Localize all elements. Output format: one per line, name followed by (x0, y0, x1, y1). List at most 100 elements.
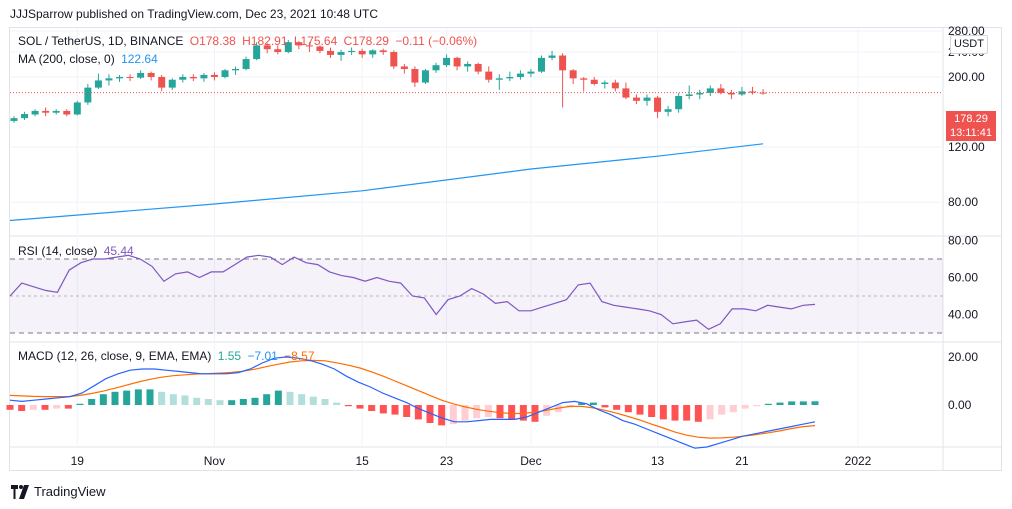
macd-histogram-bar[interactable] (659, 405, 667, 420)
macd-histogram-bar[interactable] (368, 405, 376, 411)
candle-body[interactable] (464, 63, 472, 67)
macd-histogram-bar[interactable] (811, 401, 819, 405)
ma-label[interactable]: MA (200, close, 0) (18, 52, 115, 66)
macd-histogram-bar[interactable] (449, 405, 457, 425)
candle-body[interactable] (94, 80, 102, 88)
candle-body[interactable] (485, 71, 493, 80)
macd-histogram-bar[interactable] (473, 405, 481, 419)
candle-body[interactable] (548, 55, 556, 58)
candle-body[interactable] (168, 79, 176, 88)
macd-histogram-bar[interactable] (706, 405, 714, 420)
macd-histogram-bar[interactable] (683, 405, 691, 421)
candle-body[interactable] (305, 45, 313, 47)
macd-histogram-bar[interactable] (263, 394, 271, 405)
macd-histogram-bar[interactable] (158, 391, 166, 405)
macd-histogram-bar[interactable] (29, 405, 37, 410)
macd-histogram-bar[interactable] (356, 405, 364, 409)
candle-body[interactable] (738, 91, 746, 95)
candle-body[interactable] (63, 110, 71, 115)
ma200-line[interactable] (9, 143, 764, 222)
macd-histogram-bar[interactable] (251, 397, 259, 405)
candle-body[interactable] (158, 76, 166, 88)
candle-body[interactable] (727, 92, 735, 95)
candle-body[interactable] (42, 110, 50, 113)
macd-histogram-bar[interactable] (694, 405, 702, 422)
macd-histogram-bar[interactable] (624, 405, 632, 413)
candle-body[interactable] (31, 110, 39, 115)
candle-body[interactable] (10, 118, 18, 121)
candle-body[interactable] (84, 87, 92, 103)
macd-histogram-bar[interactable] (741, 405, 749, 409)
candle-body[interactable] (21, 114, 29, 119)
candle-body[interactable] (559, 55, 567, 71)
macd-histogram-bar[interactable] (671, 405, 679, 421)
macd-histogram-bar[interactable] (613, 405, 621, 410)
candle-body[interactable] (601, 82, 609, 84)
macd-histogram-bar[interactable] (764, 403, 772, 405)
macd-histogram-bar[interactable] (776, 402, 784, 405)
candle-body[interactable] (379, 50, 387, 53)
candle-body[interactable] (685, 94, 693, 97)
currency-button[interactable]: USDT (950, 35, 988, 54)
candle-body[interactable] (717, 88, 725, 93)
macd-histogram-bar[interactable] (123, 390, 131, 405)
macd-histogram-bar[interactable] (99, 394, 107, 405)
candle-body[interactable] (569, 70, 577, 79)
candle-body[interactable] (147, 72, 155, 77)
macd-histogram-bar[interactable] (403, 405, 411, 417)
candle-body[interactable] (316, 46, 324, 51)
macd-histogram-bar[interactable] (204, 399, 212, 405)
candle-body[interactable] (232, 69, 240, 71)
macd-histogram-bar[interactable] (88, 399, 96, 405)
macd-histogram-bar[interactable] (508, 405, 516, 420)
macd-histogram-bar[interactable] (636, 405, 644, 415)
candle-body[interactable] (73, 102, 81, 115)
candle-body[interactable] (105, 78, 113, 81)
candle-body[interactable] (696, 92, 704, 95)
macd-histogram-bar[interactable] (298, 394, 306, 405)
footer-brand[interactable]: TradingView (10, 484, 106, 499)
macd-histogram-bar[interactable] (169, 394, 177, 405)
candle-body[interactable] (527, 71, 535, 74)
macd-histogram-bar[interactable] (799, 401, 807, 405)
candle-body[interactable] (358, 50, 366, 55)
candle-body[interactable] (210, 74, 218, 77)
candle-body[interactable] (675, 96, 683, 110)
candle-body[interactable] (369, 50, 377, 55)
candle-body[interactable] (506, 76, 514, 79)
candle-body[interactable] (116, 76, 123, 79)
candle-body[interactable] (432, 65, 440, 71)
candle-body[interactable] (221, 70, 229, 77)
candle-body[interactable] (189, 76, 197, 79)
rsi-line[interactable] (9, 254, 816, 330)
candle-body[interactable] (137, 72, 145, 78)
macd-histogram-bar[interactable] (64, 405, 72, 409)
macd-histogram-bar[interactable] (344, 405, 352, 407)
macd-histogram-bar[interactable] (414, 405, 422, 420)
macd-histogram-bar[interactable] (309, 396, 317, 405)
macd-histogram-bar[interactable] (601, 405, 609, 408)
candle-body[interactable] (253, 45, 261, 60)
candle-body[interactable] (474, 63, 482, 72)
candle-body[interactable] (516, 73, 524, 77)
candle-body[interactable] (411, 69, 419, 83)
macd-line[interactable] (9, 356, 816, 449)
candle-body[interactable] (400, 66, 408, 70)
macd-histogram-bar[interactable] (461, 405, 469, 421)
macd-histogram-bar[interactable] (76, 403, 84, 405)
candle-body[interactable] (443, 57, 451, 66)
macd-histogram-bar[interactable] (146, 389, 154, 405)
candle-body[interactable] (643, 97, 651, 101)
candle-body[interactable] (200, 74, 208, 79)
candle-body[interactable] (348, 50, 356, 53)
candle-body[interactable] (126, 76, 134, 78)
candle-body[interactable] (538, 57, 545, 72)
macd-histogram-bar[interactable] (426, 405, 434, 423)
macd-label[interactable]: MACD (12, 26, close, 9, EMA, EMA) (18, 349, 212, 363)
candle-body[interactable] (284, 42, 292, 53)
candle-body[interactable] (706, 88, 714, 93)
macd-histogram-bar[interactable] (53, 405, 61, 409)
rsi-label[interactable]: RSI (14, close) (18, 244, 98, 258)
macd-histogram-bar[interactable] (496, 405, 504, 419)
